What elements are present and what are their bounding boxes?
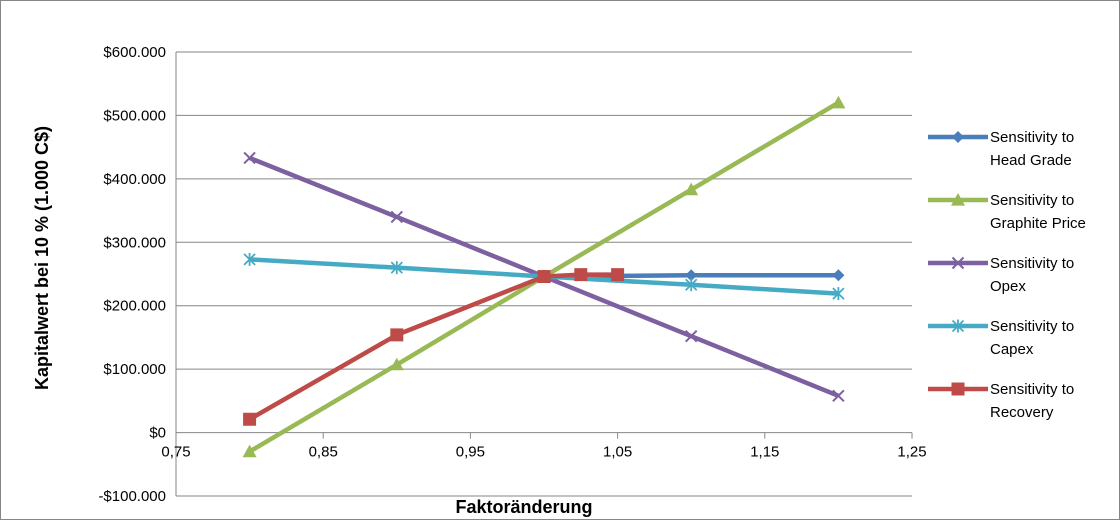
marker-diamond <box>685 269 698 282</box>
series-sensitivity-to-recovery <box>243 268 625 426</box>
marker-square <box>537 270 551 284</box>
x-tick-label: 0,95 <box>456 444 485 461</box>
marker-star <box>951 319 965 333</box>
legend-label: Recovery <box>990 404 1054 421</box>
legend-label: Opex <box>990 278 1026 295</box>
x-tick-label: 1,05 <box>603 444 632 461</box>
marker-star <box>832 287 845 301</box>
x-axis-title: Faktoränderung <box>455 497 592 517</box>
marker-x <box>832 389 845 402</box>
legend-label: Capex <box>990 341 1034 358</box>
x-tick-label: 1,25 <box>897 444 926 461</box>
legend-label: Head Grade <box>990 152 1072 169</box>
marker-triangle <box>389 357 404 371</box>
marker-x <box>390 210 404 224</box>
marker-star <box>390 261 403 275</box>
marker-diamond <box>952 131 964 143</box>
x-tick-label: 1,15 <box>750 444 779 461</box>
legend-label: Sensitivity to <box>990 192 1074 209</box>
marker-square <box>390 328 404 342</box>
marker-x <box>243 151 256 165</box>
x-tick-label: 0,85 <box>309 444 338 461</box>
legend-label: Sensitivity to <box>990 318 1074 335</box>
y-tick-label: $600.000 <box>103 44 166 61</box>
legend-label: Graphite Price <box>990 215 1086 232</box>
legend-item: Sensitivity to Opex <box>928 255 1074 295</box>
marker-square <box>951 382 965 396</box>
marker-star <box>685 278 698 292</box>
marker-star <box>243 252 256 266</box>
marker-square <box>574 268 588 282</box>
marker-triangle <box>951 193 965 206</box>
marker-x <box>684 329 698 343</box>
y-tick-label: $500.000 <box>103 107 166 124</box>
legend-item: Sensitivity to Graphite Price <box>928 192 1086 232</box>
marker-diamond <box>832 269 845 282</box>
x-tick-label: 0,75 <box>161 444 190 461</box>
marker-square <box>611 268 625 282</box>
series-line <box>248 272 618 422</box>
legend-item: Sensitivity to Head Grade <box>928 129 1074 169</box>
legend-item: Sensitivity to Recovery <box>928 381 1074 421</box>
y-tick-label: -$100.000 <box>98 488 166 505</box>
y-tick-label: $300.000 <box>103 234 166 251</box>
marker-triangle <box>831 95 846 109</box>
legend-label: Sensitivity to <box>990 255 1074 272</box>
legend-item: Sensitivity to Capex <box>928 318 1074 358</box>
legend-label: Sensitivity to <box>990 381 1074 398</box>
legend-label: Sensitivity to <box>990 129 1074 146</box>
y-tick-label: $0 <box>149 425 166 442</box>
marker-triangle <box>242 444 257 458</box>
y-tick-label: $200.000 <box>103 298 166 315</box>
y-tick-label: $100.000 <box>103 361 166 378</box>
y-tick-label: $400.000 <box>103 171 166 188</box>
marker-triangle <box>684 182 699 196</box>
marker-x <box>951 256 965 270</box>
marker-square <box>243 412 257 426</box>
y-axis-title: Kapitalwert bei 10 % (1.000 C$) <box>32 126 52 390</box>
